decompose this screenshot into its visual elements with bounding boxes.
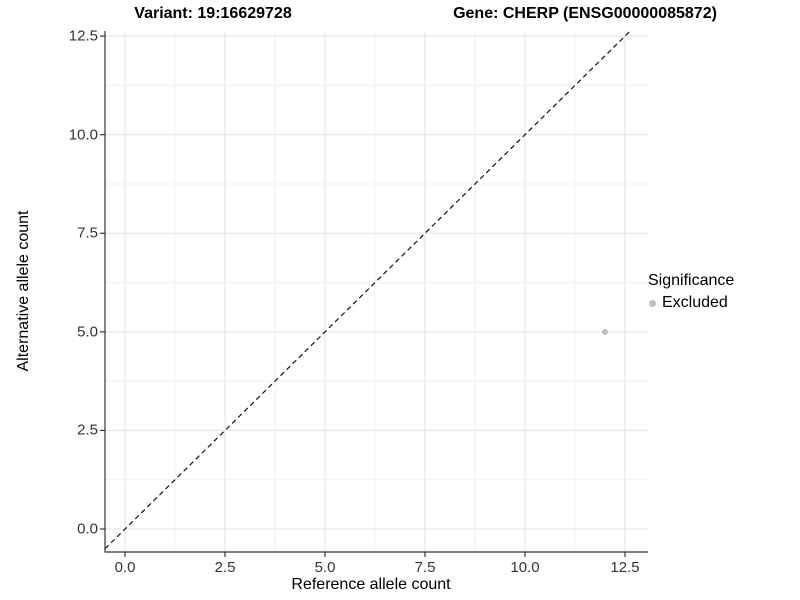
- x-axis-title: Reference allele count: [291, 576, 451, 593]
- legend-entry-excluded: Excluded: [646, 294, 734, 312]
- legend-entry-label: Excluded: [662, 294, 728, 311]
- data-point: [602, 328, 608, 335]
- legend-point-icon: [649, 299, 656, 307]
- legend: Significance Excluded: [646, 271, 734, 312]
- plot-title-gene: Gene: CHERP (ENSG00000085872): [453, 5, 717, 22]
- identity-dashed-line: [104, 30, 631, 550]
- y-axis-title: Alternative allele count: [15, 210, 32, 372]
- plot-title-variant: Variant: 19:16629728: [134, 5, 292, 22]
- legend-title: Significance: [648, 272, 735, 289]
